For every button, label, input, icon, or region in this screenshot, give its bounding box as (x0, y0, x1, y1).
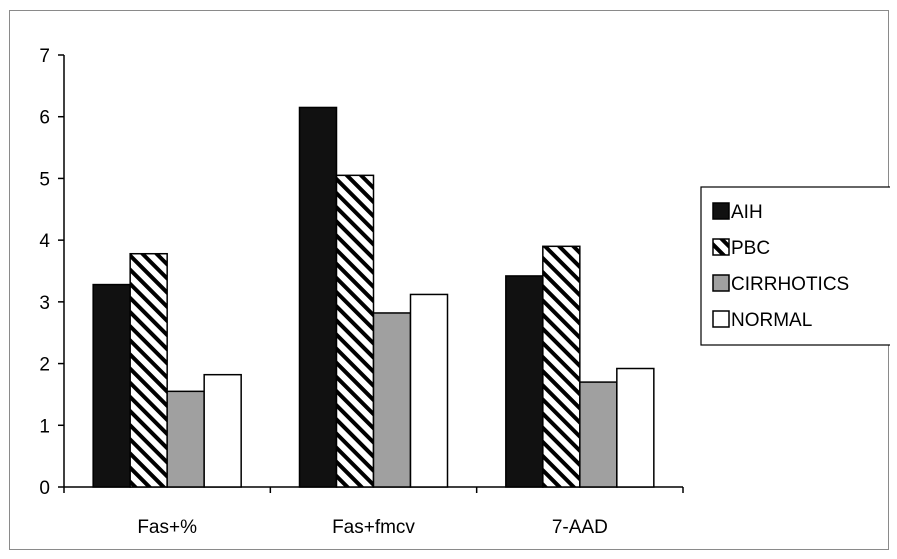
bar-aih-0 (92, 283, 131, 488)
y-tick-label: 4 (39, 231, 50, 252)
bar-normal-0 (203, 373, 242, 488)
bar-chart: 0 1 2 3 4 5 6 7 Fas+% Fas+fmcv 7-AAD AIH PBC CIRRHOT… (39, 46, 890, 538)
bar-pbc-1 (335, 174, 375, 488)
bar-normal-1 (409, 293, 449, 488)
legend-swatch-normal (712, 310, 730, 328)
bar-pbc-2 (542, 245, 581, 488)
plot-area: 0 1 2 3 4 5 6 7 Fas+% Fas+fmcv 7-AAD (39, 46, 684, 538)
x-category-label: Fas+% (137, 517, 197, 538)
bar-cirrhotics-2 (579, 381, 618, 488)
bar-aih-2 (505, 275, 544, 488)
y-tick-label: 2 (39, 355, 50, 376)
legend: AIH PBC CIRRHOTICS NORMAL (700, 186, 890, 346)
x-category-label: Fas+fmcv (332, 517, 415, 538)
y-tick-label: 3 (39, 293, 50, 314)
bar-cirrhotics-1 (372, 312, 412, 488)
bar-aih-1 (298, 106, 338, 488)
legend-box (700, 186, 890, 346)
y-tick-label: 7 (39, 46, 50, 67)
bar-pbc-0 (129, 252, 168, 488)
bar-normal-2 (616, 367, 655, 488)
chart-frame: 0 1 2 3 4 5 6 7 Fas+% Fas+fmcv 7-AAD AIH PBC CIRRHOT… (9, 10, 890, 550)
y-tick-label: 0 (39, 478, 50, 499)
legend-label-pbc: PBC (731, 238, 770, 259)
legend-swatch-aih (712, 202, 730, 220)
y-tick-label: 5 (39, 169, 50, 190)
bar-cirrhotics-0 (166, 390, 205, 488)
x-category-label: 7-AAD (552, 517, 608, 538)
legend-swatch-pbc (712, 238, 730, 256)
legend-label-normal: NORMAL (731, 310, 812, 331)
y-tick-label: 1 (39, 416, 50, 437)
y-tick-label: 6 (39, 108, 50, 129)
legend-label-cirrhotics: CIRRHOTICS (731, 274, 849, 295)
legend-swatch-cirrhotics (712, 274, 730, 292)
legend-label-aih: AIH (731, 202, 763, 223)
